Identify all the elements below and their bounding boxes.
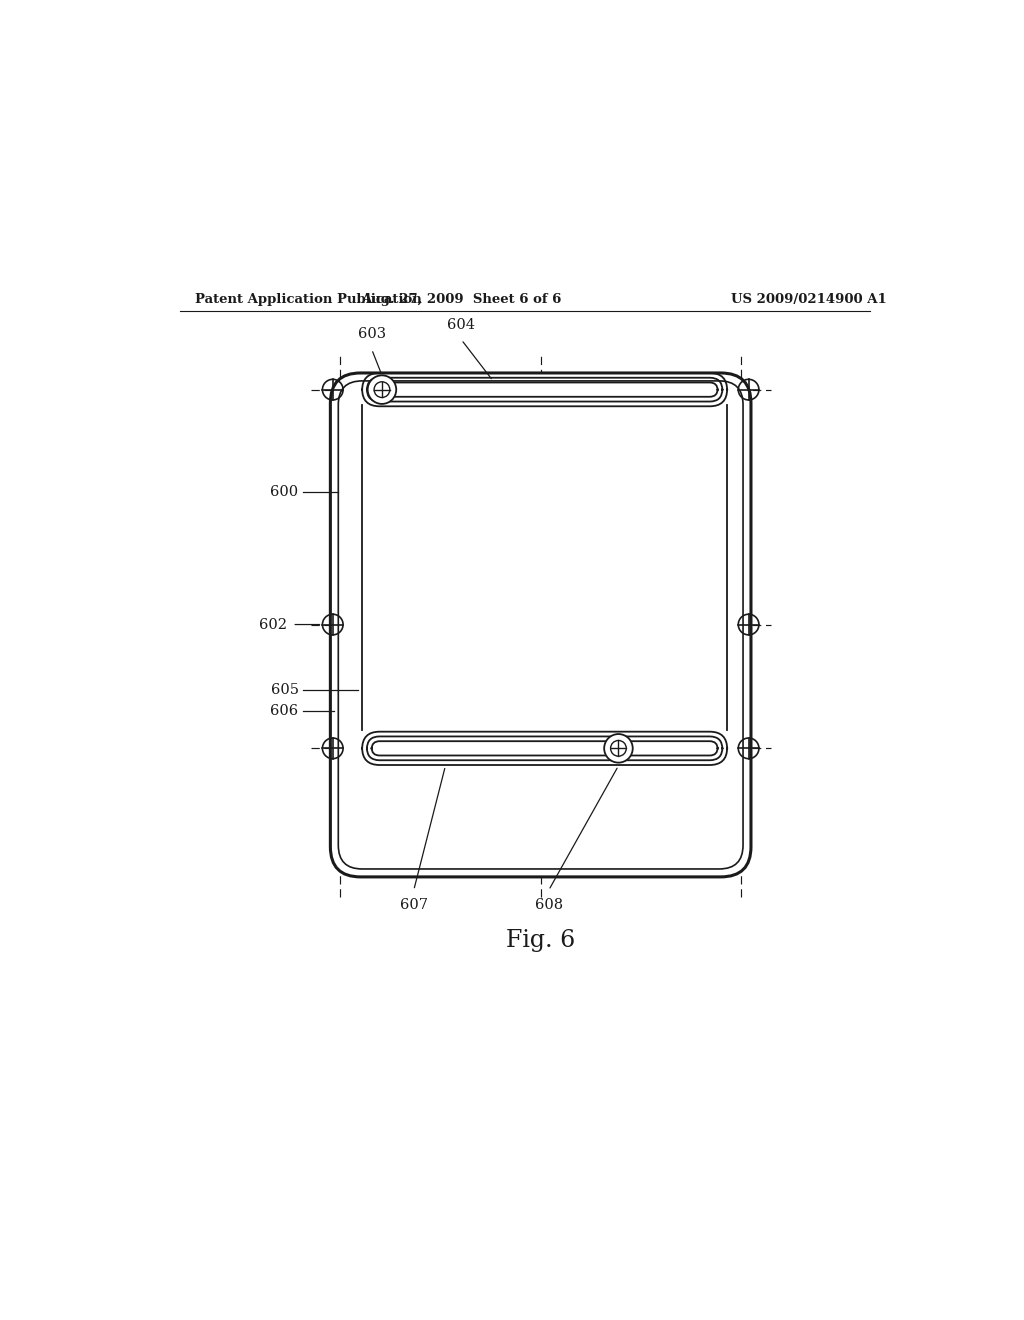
Text: 605: 605 [270,684,299,697]
Text: Fig. 6: Fig. 6 [506,929,575,952]
Circle shape [604,734,633,763]
Text: 604: 604 [447,318,475,331]
Text: 603: 603 [357,327,386,342]
Text: 600: 600 [270,484,299,499]
Text: 602: 602 [259,618,287,631]
FancyBboxPatch shape [372,742,718,755]
Text: 607: 607 [399,899,428,912]
Text: 608: 608 [535,899,562,912]
Text: Patent Application Publication: Patent Application Publication [196,293,422,306]
Text: 606: 606 [270,704,299,718]
Circle shape [368,375,396,404]
Text: Aug. 27, 2009  Sheet 6 of 6: Aug. 27, 2009 Sheet 6 of 6 [361,293,561,306]
FancyBboxPatch shape [372,383,718,397]
FancyBboxPatch shape [331,374,751,876]
Text: US 2009/0214900 A1: US 2009/0214900 A1 [731,293,887,306]
